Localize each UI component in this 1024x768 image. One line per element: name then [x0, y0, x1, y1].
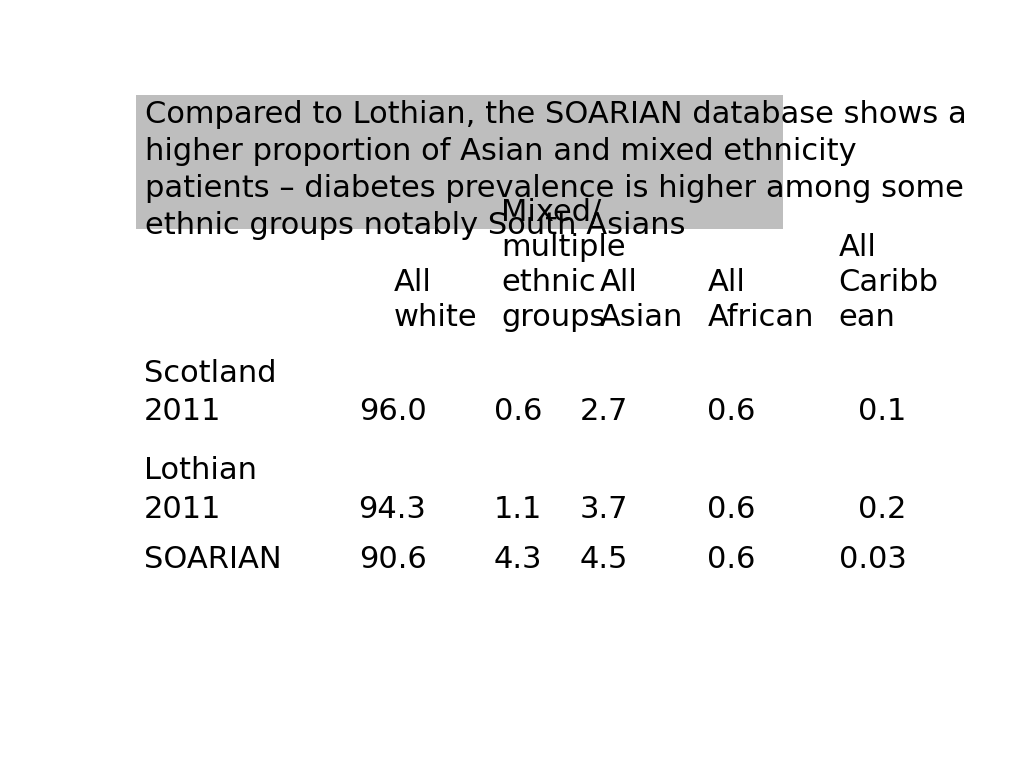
- Text: 0.6: 0.6: [494, 397, 543, 426]
- Text: 94.3: 94.3: [358, 495, 426, 524]
- Text: 3.7: 3.7: [580, 495, 628, 524]
- Text: All
white: All white: [394, 268, 477, 332]
- Text: 4.3: 4.3: [494, 545, 543, 574]
- Text: 1.1: 1.1: [494, 495, 543, 524]
- Text: 0.6: 0.6: [708, 397, 756, 426]
- Text: 90.6: 90.6: [358, 545, 426, 574]
- Text: SOARIAN: SOARIAN: [143, 545, 282, 574]
- Text: 96.0: 96.0: [358, 397, 426, 426]
- Text: All
Asian: All Asian: [600, 268, 684, 332]
- Text: 2011: 2011: [143, 495, 221, 524]
- Text: 2.7: 2.7: [580, 397, 628, 426]
- Text: Compared to Lothian, the SOARIAN database shows a
higher proportion of Asian and: Compared to Lothian, the SOARIAN databas…: [145, 100, 968, 240]
- Text: Mixed/
multiple
ethnic
groups: Mixed/ multiple ethnic groups: [501, 198, 626, 332]
- Text: All
African: All African: [708, 268, 814, 332]
- Text: 0.6: 0.6: [708, 495, 756, 524]
- Text: Scotland: Scotland: [143, 359, 276, 388]
- Text: 0.1: 0.1: [858, 397, 906, 426]
- Text: 2011: 2011: [143, 397, 221, 426]
- Text: 4.5: 4.5: [580, 545, 628, 574]
- Text: 0.6: 0.6: [708, 545, 756, 574]
- Text: 0.2: 0.2: [858, 495, 906, 524]
- Text: Lothian: Lothian: [143, 456, 257, 485]
- Text: 0.03: 0.03: [839, 545, 906, 574]
- Bar: [136, 95, 782, 230]
- Text: All
Caribb
ean: All Caribb ean: [839, 233, 938, 332]
